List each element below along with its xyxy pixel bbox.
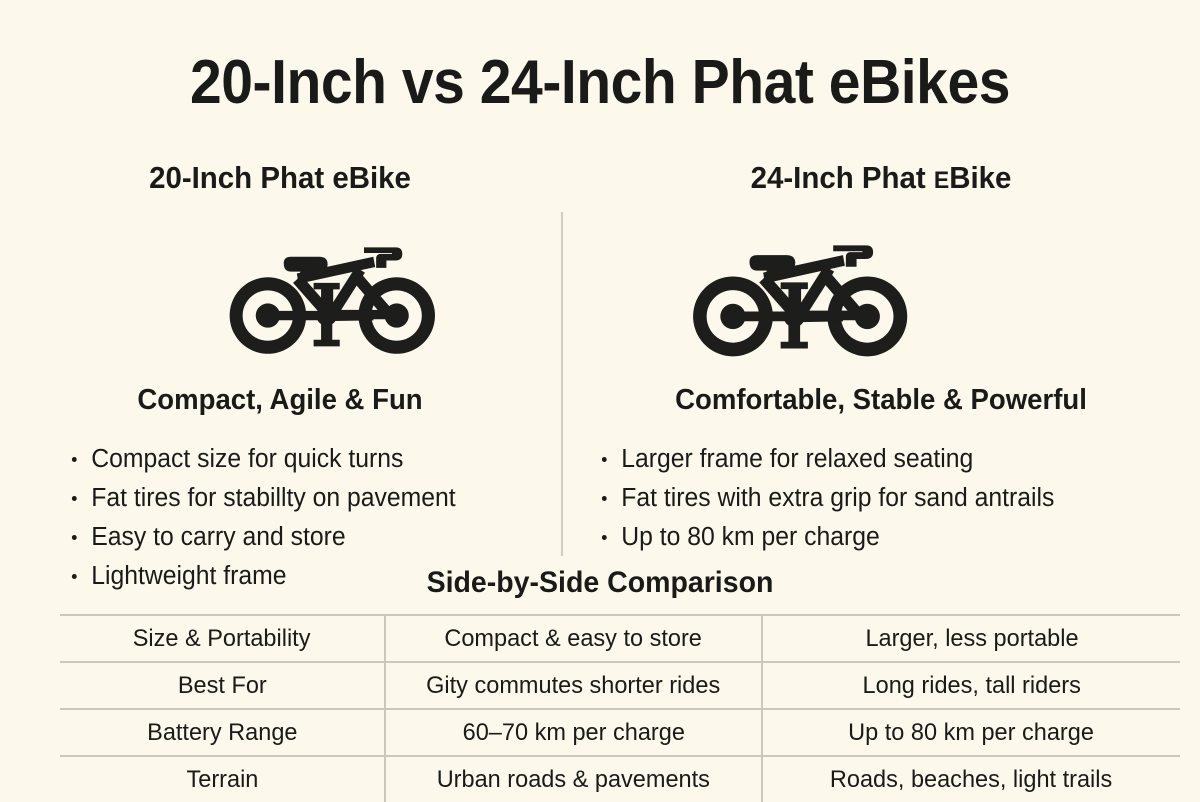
page-title: 20-Inch vs 24-Inch Phat eBikes	[190, 48, 1010, 117]
list-item: Easy to carry and store	[68, 518, 524, 557]
table-cell-20-inch: Urban roads & pavements	[384, 755, 762, 802]
tagline-24-inch: Comfortable, Stable & Powerful	[675, 384, 1087, 416]
list-item: Lightweight frame	[68, 557, 524, 596]
table-cell-20-inch: Gity commutes shorter rides	[384, 661, 762, 709]
table-cell-20-inch: Compact & easy to store	[384, 614, 762, 662]
list-item: Fat tires for stabillty on pavement	[68, 479, 524, 518]
table-cell-label: Best For	[60, 661, 385, 709]
feature-list-20-inch: Compact size for quick turns Fat tires f…	[68, 440, 538, 596]
table-row: Battery Range 60–70 km per charge Up to …	[60, 708, 1180, 756]
table-cell-24-inch: Up to 80 km per charge	[761, 708, 1180, 756]
column-heading-24-inch: 24-Inch Phat EBike	[578, 162, 1184, 193]
table-cell-label: Size & Portability	[60, 614, 385, 662]
table-row: Size & Portability Compact & easy to sto…	[60, 614, 1180, 662]
table-cell-label: Battery Range	[60, 708, 385, 756]
column-divider	[561, 212, 563, 556]
table-cell-20-inch: 60–70 km per charge	[384, 708, 762, 756]
feature-list-24-inch: Larger frame for relaxed seating Fat tir…	[598, 440, 1158, 557]
table-cell-label: Terrain	[60, 755, 385, 802]
column-heading-24-inch-smallcap: E	[933, 167, 950, 194]
table-cell-24-inch: Larger, less portable	[761, 614, 1180, 662]
comparison-heading: Side-by-Side Comparison	[426, 566, 774, 599]
table-row: Best For Gity commutes shorter rides Lon…	[60, 661, 1180, 709]
bicycle-icon-24-inch	[686, 222, 922, 368]
column-heading-24-inch-suffix: Bike	[949, 160, 1012, 195]
list-item: Compact size for quick turns	[68, 440, 524, 479]
column-heading-24-inch-prefix: 24-Inch Phat	[750, 160, 934, 195]
list-item: Up to 80 km per charge	[598, 518, 1141, 557]
list-item: Larger frame for relaxed seating	[598, 440, 1141, 479]
table-cell-24-inch: Roads, beaches, light trails	[761, 755, 1180, 802]
list-item: Fat tires with extra grip for sand antra…	[598, 479, 1141, 518]
tagline-20-inch: Compact, Agile & Fun	[137, 384, 423, 416]
comparison-table: Size & Portability Compact & easy to sto…	[60, 614, 1180, 802]
table-cell-24-inch: Long rides, tall riders	[761, 661, 1180, 709]
column-heading-20-inch: 20-Inch Phat eBike	[149, 160, 411, 195]
table-row: Terrain Urban roads & pavements Roads, b…	[60, 755, 1180, 802]
bicycle-icon-20-inch	[222, 225, 450, 365]
